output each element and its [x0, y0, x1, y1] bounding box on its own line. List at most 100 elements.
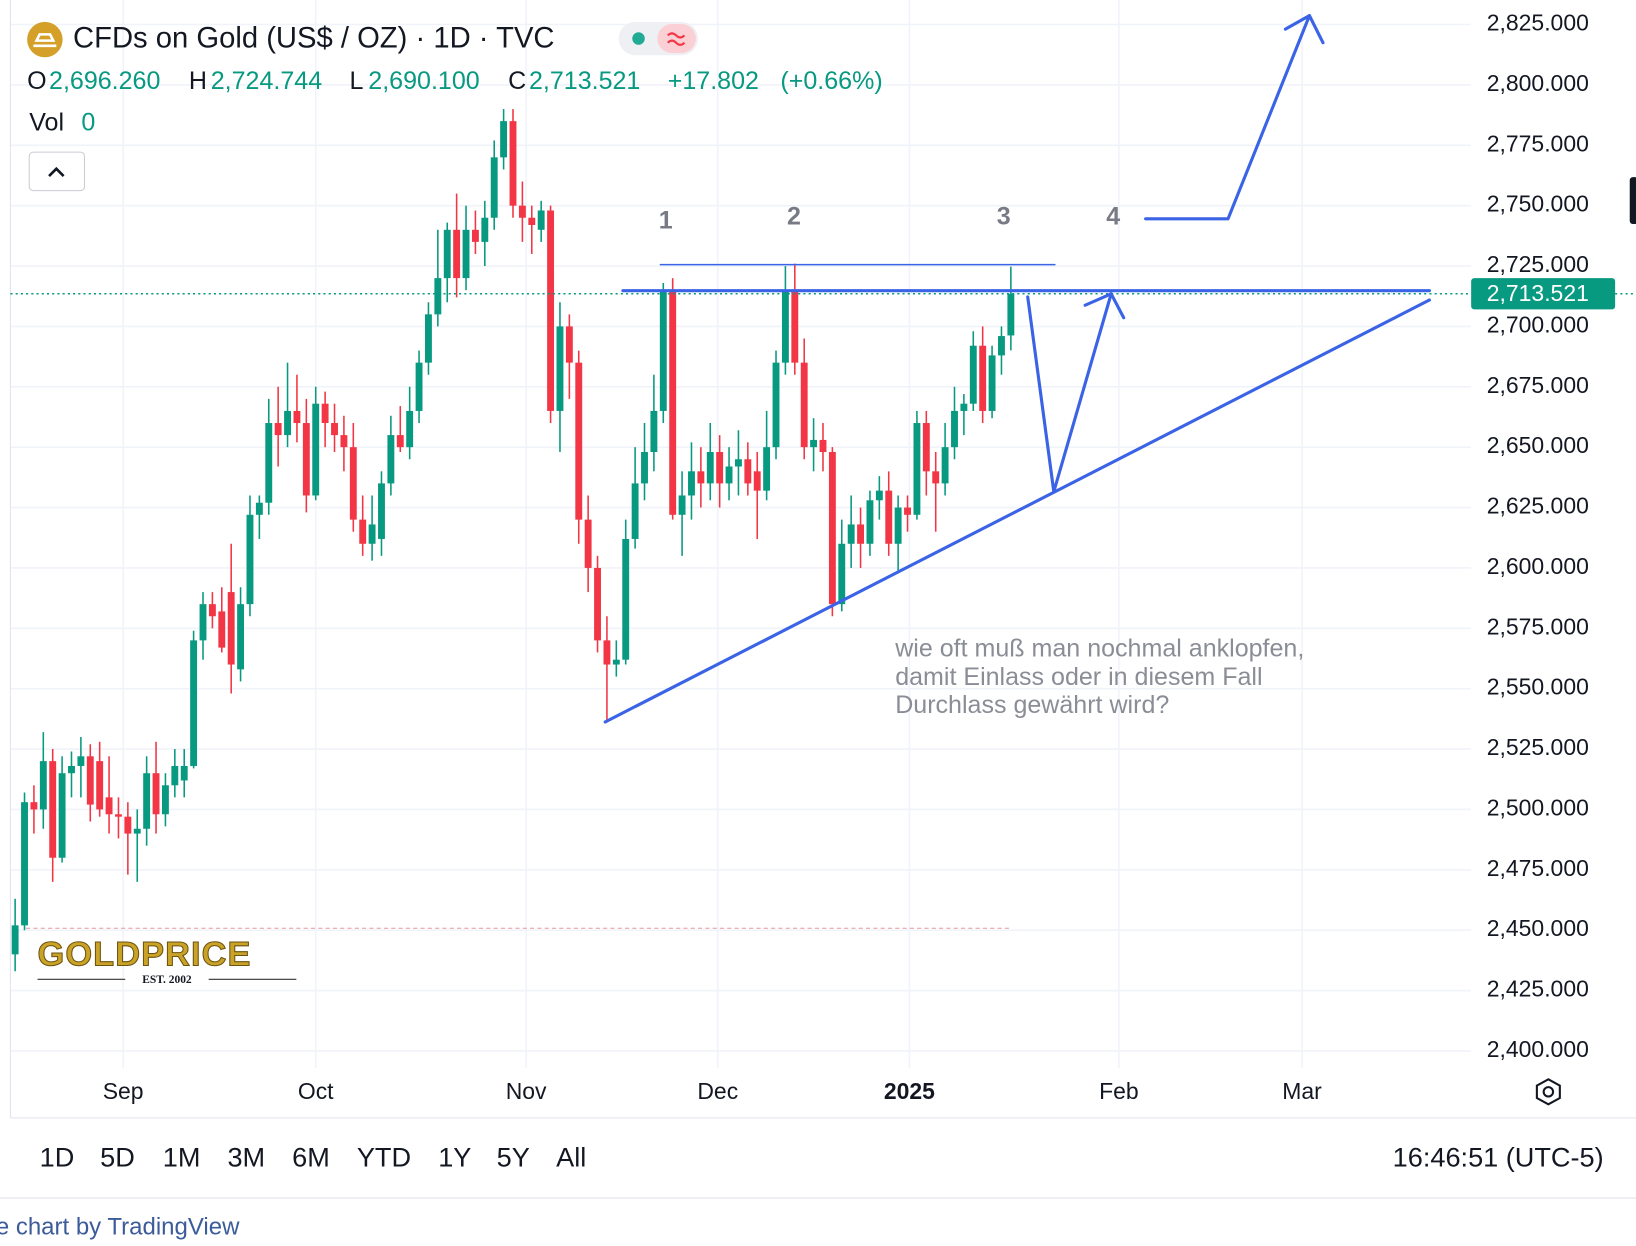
legend-key: H — [189, 67, 207, 95]
y-tick-label: 2,525.000 — [1487, 734, 1589, 760]
candle-body — [547, 210, 555, 411]
candle-body — [641, 452, 648, 484]
overlay: 2,713.521 — [10, 278, 1636, 310]
candle-body — [979, 345, 987, 411]
collapse-button[interactable] — [28, 151, 86, 192]
candle-body — [528, 217, 536, 225]
range-button[interactable]: 6M — [292, 1142, 330, 1173]
legend-change-pct: (+0.66%) — [780, 67, 882, 95]
logo-name: GOLDPRICE — [38, 935, 252, 973]
candle-body — [30, 802, 38, 810]
candle-body — [838, 543, 846, 605]
candle-body — [932, 471, 940, 484]
candle-body — [744, 459, 752, 484]
legend-value: 2,696.260 — [49, 67, 160, 95]
candle-body — [443, 229, 451, 279]
candle-body — [951, 410, 958, 448]
candle-body — [669, 290, 677, 515]
wave-label: 1 — [659, 207, 673, 235]
candle-body — [706, 452, 714, 484]
legend-value: 2,713.521 — [529, 67, 640, 95]
scroll-handle[interactable] — [1629, 177, 1636, 224]
candle-body — [537, 210, 545, 230]
y-tick-label: 2,700.000 — [1487, 311, 1589, 337]
candle-body — [622, 538, 630, 660]
candle-body — [941, 447, 949, 484]
arrow-head — [1283, 14, 1325, 45]
candle-body — [293, 410, 301, 424]
wave-label: 2 — [787, 202, 801, 230]
y-tick-label: 2,625.000 — [1487, 493, 1589, 519]
x-tick-label: Oct — [298, 1078, 334, 1104]
range-button[interactable]: 3M — [227, 1142, 265, 1173]
candle-body — [471, 229, 479, 242]
legend-change: +17.802 — [668, 67, 759, 95]
candle-body — [161, 785, 169, 815]
y-tick-label: 2,675.000 — [1487, 372, 1589, 398]
range-button[interactable]: YTD — [357, 1142, 411, 1173]
x-tick-label: 2025 — [884, 1078, 935, 1104]
candle-body — [190, 640, 198, 766]
range-button[interactable]: 1D — [40, 1142, 75, 1173]
range-button[interactable]: All — [556, 1142, 586, 1173]
candle-body — [575, 362, 583, 520]
candle-body — [1007, 293, 1015, 336]
candle-body — [58, 773, 66, 858]
arrow-path — [1144, 14, 1311, 221]
candle-body — [265, 423, 273, 503]
symbol-icon-glyph — [33, 33, 57, 48]
candle-body — [321, 403, 329, 424]
candle-body — [152, 773, 160, 815]
candle-body — [208, 604, 216, 617]
range-button[interactable]: 5D — [100, 1142, 135, 1173]
attribution[interactable]: e chart by TradingView — [0, 1214, 240, 1241]
candle-body — [650, 410, 658, 453]
candle-body — [490, 157, 498, 218]
candle-body — [237, 604, 245, 670]
candle-body — [969, 345, 977, 404]
logo-tagline: EST. 2002 — [142, 974, 192, 986]
candle-body — [584, 519, 592, 568]
annotation-text: damit Einlass oder in diesem Fall — [895, 663, 1262, 691]
candle-body — [349, 447, 357, 520]
chart-title: CFDs on Gold (US$ / OZ) · 1D · TVC — [73, 22, 555, 54]
candle-body — [904, 507, 911, 515]
candle-body — [734, 459, 742, 467]
candle-body — [556, 326, 564, 411]
wave-label: 3 — [997, 202, 1011, 230]
arrow-path — [1026, 292, 1113, 494]
x-tick-label: Mar — [1282, 1078, 1322, 1104]
candle-body — [462, 229, 470, 279]
candle-body — [105, 797, 113, 815]
candle-body — [68, 765, 75, 774]
candle-body — [612, 659, 620, 665]
settings-button[interactable] — [1535, 1078, 1561, 1106]
delay-badge — [657, 23, 696, 54]
range-button[interactable]: 5Y — [497, 1142, 530, 1173]
candle-body — [857, 524, 865, 544]
candle-body — [284, 410, 291, 436]
legend-value: 2,724.744 — [211, 67, 322, 95]
annotation-text: Durchlass gewährt wird? — [895, 691, 1169, 719]
y-tick-label: 2,825.000 — [1487, 10, 1589, 36]
y-tick-label: 2,775.000 — [1487, 130, 1589, 156]
range-button[interactable]: 1M — [163, 1142, 201, 1173]
y-tick-label: 2,550.000 — [1487, 674, 1589, 700]
candle-body — [39, 761, 47, 810]
legend-value: 2,690.100 — [368, 67, 479, 95]
range-button[interactable]: 1Y — [438, 1142, 471, 1173]
candle-body — [115, 814, 122, 817]
candle-body — [171, 765, 179, 786]
candle-body — [772, 362, 780, 448]
candle-body — [998, 336, 1005, 356]
y-tick-label: 2,500.000 — [1487, 795, 1589, 821]
candle-body — [133, 828, 141, 834]
candle-body — [359, 519, 367, 544]
y-tick-label: 2,800.000 — [1487, 70, 1589, 96]
candle-body — [180, 765, 188, 781]
candle-body — [415, 362, 423, 411]
y-tick-label: 2,650.000 — [1487, 432, 1589, 458]
candle-body — [246, 514, 254, 605]
